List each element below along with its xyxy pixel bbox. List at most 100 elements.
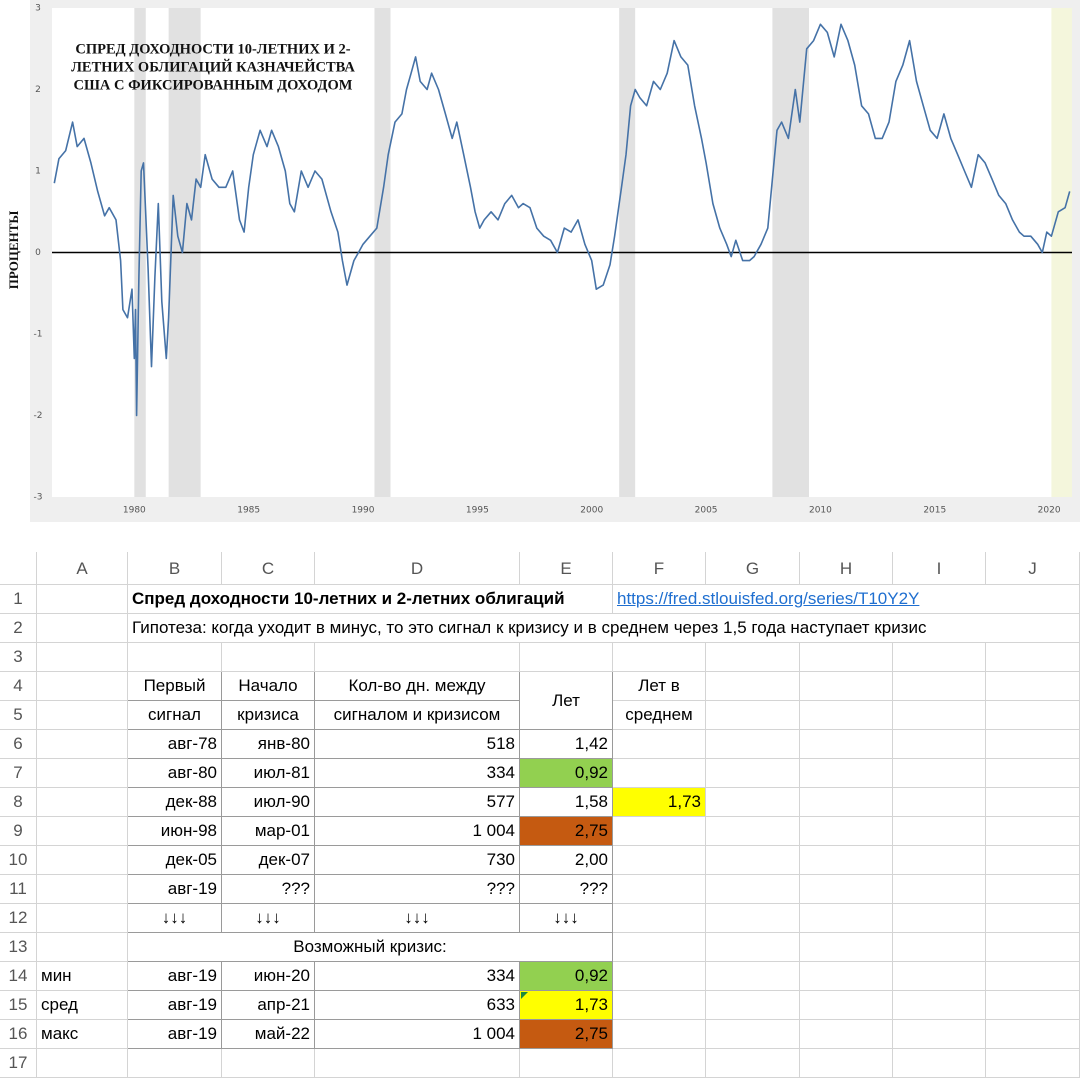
- cell: макс: [37, 1020, 128, 1049]
- empty-cell: [706, 1020, 800, 1049]
- column-header: H: [800, 552, 893, 585]
- cell: Начало: [222, 672, 315, 701]
- empty-cell: [706, 1049, 800, 1078]
- empty-cell: [800, 672, 893, 701]
- cell: июн-98: [128, 817, 222, 846]
- empty-cell: [893, 730, 986, 759]
- empty-cell: [37, 643, 128, 672]
- empty-cell: [893, 643, 986, 672]
- cell: Возможный кризис:: [128, 933, 613, 962]
- empty-cell: [706, 933, 800, 962]
- cell: среднем: [613, 701, 706, 730]
- cell: ???: [520, 875, 613, 904]
- empty-cell: [37, 933, 128, 962]
- empty-cell: [613, 933, 706, 962]
- column-header: G: [706, 552, 800, 585]
- cell: дек-05: [128, 846, 222, 875]
- x-tick-label: 1985: [237, 506, 260, 516]
- cell: 577: [315, 788, 520, 817]
- column-header: F: [613, 552, 706, 585]
- cell: сигнал: [128, 701, 222, 730]
- empty-cell: [986, 788, 1080, 817]
- empty-cell: [893, 672, 986, 701]
- chart-title: ЛЕТНИХ ОБЛИГАЦИЙ КАЗНАЧЕЙСТВА: [71, 58, 355, 75]
- cell: 334: [315, 759, 520, 788]
- empty-cell: [800, 701, 893, 730]
- cell: авг-19: [128, 962, 222, 991]
- empty-cell: [37, 759, 128, 788]
- empty-cell: [800, 904, 893, 933]
- row-header: 11: [0, 875, 37, 904]
- empty-cell: [706, 643, 800, 672]
- cell: Гипотеза: когда уходит в минус, то это с…: [128, 614, 1080, 643]
- empty-cell: [893, 904, 986, 933]
- y-axis-label: ПРОЦЕНТЫ: [6, 211, 21, 290]
- cell: мар-01: [222, 817, 315, 846]
- row-header: 17: [0, 1049, 37, 1078]
- cell: 1,73: [520, 991, 613, 1020]
- cell: авг-19: [128, 991, 222, 1020]
- cell: апр-21: [222, 991, 315, 1020]
- row-header: 15: [0, 991, 37, 1020]
- empty-cell: [613, 875, 706, 904]
- cell: Спред доходности 10-летних и 2-летних об…: [128, 585, 613, 614]
- empty-cell: [986, 1020, 1080, 1049]
- column-header: I: [893, 552, 986, 585]
- cell: 730: [315, 846, 520, 875]
- empty-cell: [706, 730, 800, 759]
- chart-title: СПРЕД ДОХОДНОСТИ 10-ЛЕТНИХ И 2-: [75, 41, 350, 57]
- cell: кризиса: [222, 701, 315, 730]
- row-header: 5: [0, 701, 37, 730]
- cell: ↓↓↓: [128, 904, 222, 933]
- chart-title: США С ФИКСИРОВАННЫМ ДОХОДОМ: [74, 77, 353, 93]
- empty-cell: [37, 614, 128, 643]
- empty-cell: [986, 962, 1080, 991]
- empty-cell: [986, 933, 1080, 962]
- cell: 334: [315, 962, 520, 991]
- cell: сред: [37, 991, 128, 1020]
- cell: янв-80: [222, 730, 315, 759]
- y-tick-label: -2: [34, 411, 43, 421]
- column-header: A: [37, 552, 128, 585]
- chart: ПРОЦЕНТЫ -3 -2 -1 0 1 2 3 1980 1985 1990 1995 2000 2…: [6, 0, 1080, 522]
- empty-cell: [706, 672, 800, 701]
- row-header: 16: [0, 1020, 37, 1049]
- empty-cell: [986, 875, 1080, 904]
- y-tick-label: -3: [34, 493, 43, 503]
- empty-cell: [613, 991, 706, 1020]
- empty-cell: [893, 933, 986, 962]
- empty-cell: [986, 730, 1080, 759]
- y-tick-label: 1: [35, 167, 41, 177]
- row-header: 2: [0, 614, 37, 643]
- cell: 0,92: [520, 759, 613, 788]
- cell: июн-20: [222, 962, 315, 991]
- empty-cell: [986, 1049, 1080, 1078]
- cell: 1,73: [613, 788, 706, 817]
- column-header: D: [315, 552, 520, 585]
- cell: 1 004: [315, 1020, 520, 1049]
- cell[interactable]: https://fred.stlouisfed.org/series/T10Y2…: [613, 585, 1080, 614]
- empty-cell: [800, 759, 893, 788]
- x-tick-label: 2010: [809, 506, 832, 516]
- empty-cell: [800, 788, 893, 817]
- empty-cell: [37, 672, 128, 701]
- spreadsheet: A B C D E F G H I J 1 2 3 4 5 6 7 8 9 10 11 12 13 14 15 16 17 Спред…: [0, 552, 1080, 1080]
- empty-cell: [520, 1049, 613, 1078]
- empty-cell: [800, 817, 893, 846]
- cell: дек-88: [128, 788, 222, 817]
- x-tick-label: 1980: [123, 506, 146, 516]
- column-header: B: [128, 552, 222, 585]
- empty-cell: [37, 1049, 128, 1078]
- x-tick-label: 1995: [466, 506, 489, 516]
- empty-cell: [800, 846, 893, 875]
- y-tick-label: 3: [35, 4, 41, 14]
- comment-indicator: [521, 992, 528, 999]
- cell: июл-81: [222, 759, 315, 788]
- empty-cell: [986, 991, 1080, 1020]
- empty-cell: [37, 788, 128, 817]
- cell: Первый: [128, 672, 222, 701]
- empty-cell: [893, 846, 986, 875]
- cell: июл-90: [222, 788, 315, 817]
- cell: ↓↓↓: [520, 904, 613, 933]
